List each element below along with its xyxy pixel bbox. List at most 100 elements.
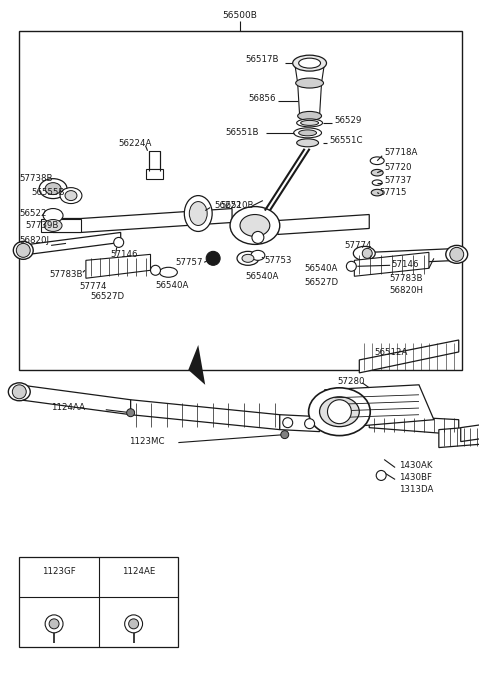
Polygon shape [19,385,131,415]
Text: 56551B: 56551B [225,128,259,137]
Circle shape [127,409,134,417]
Ellipse shape [43,209,63,222]
Ellipse shape [446,246,468,263]
Circle shape [114,237,124,248]
Ellipse shape [251,250,265,261]
Text: 56529: 56529 [335,117,362,125]
Circle shape [49,619,59,629]
Polygon shape [148,151,160,168]
Ellipse shape [371,169,383,176]
Circle shape [206,252,220,265]
Polygon shape [369,248,459,265]
Circle shape [305,419,314,429]
Ellipse shape [300,121,319,125]
Ellipse shape [293,55,326,71]
Ellipse shape [230,207,280,244]
Ellipse shape [39,179,67,198]
Text: 56555B: 56555B [31,188,65,197]
Text: 57280: 57280 [337,377,365,386]
Text: 57146: 57146 [111,250,138,259]
Text: 56820J: 56820J [19,236,49,245]
Text: 56512A: 56512A [374,349,408,357]
Text: 56540A: 56540A [156,281,189,290]
Text: 56522: 56522 [19,209,47,218]
Polygon shape [21,233,120,255]
Polygon shape [188,345,205,385]
Text: 57738B: 57738B [19,174,53,183]
Ellipse shape [237,252,259,265]
Circle shape [281,430,288,439]
Circle shape [252,231,264,243]
Text: 57783B: 57783B [389,273,422,283]
Polygon shape [324,385,434,428]
Text: 57757: 57757 [175,258,203,267]
Ellipse shape [299,130,316,136]
Circle shape [12,385,26,399]
Text: 56510B: 56510B [220,201,253,210]
Ellipse shape [371,190,383,196]
Polygon shape [278,215,369,235]
Ellipse shape [159,267,178,278]
Text: 1124AA: 1124AA [51,403,85,412]
Polygon shape [86,254,151,278]
Text: 57783B: 57783B [49,270,83,279]
Bar [19,557,179,647]
Ellipse shape [13,241,33,259]
Circle shape [450,248,464,261]
Text: 56500B: 56500B [223,11,257,20]
Text: 56551C: 56551C [329,136,363,145]
Ellipse shape [372,180,382,186]
Text: 56527D: 56527D [305,278,339,286]
Ellipse shape [65,190,77,201]
Text: 56540A: 56540A [245,271,278,281]
Ellipse shape [44,220,62,231]
Ellipse shape [45,183,61,194]
Circle shape [327,400,351,424]
Ellipse shape [60,188,82,203]
Text: 56224A: 56224A [119,139,152,148]
Ellipse shape [297,119,323,127]
Text: 1430AK: 1430AK [399,461,432,470]
Ellipse shape [353,246,375,261]
Text: 56527D: 56527D [91,292,125,301]
Text: 56222: 56222 [214,201,241,210]
Text: 57720: 57720 [384,163,412,173]
Bar [19,31,462,370]
Polygon shape [41,218,81,233]
Ellipse shape [320,397,360,427]
Ellipse shape [297,139,319,147]
Ellipse shape [296,78,324,88]
Text: 57146: 57146 [391,260,419,269]
Text: 57718A: 57718A [384,148,418,158]
Polygon shape [439,426,480,447]
Ellipse shape [298,111,322,121]
Polygon shape [280,415,320,432]
Text: 57715: 57715 [379,188,407,197]
Ellipse shape [240,215,270,237]
Ellipse shape [189,202,207,226]
Circle shape [347,261,356,271]
Polygon shape [295,63,324,83]
Polygon shape [360,340,459,373]
Circle shape [129,619,139,629]
Text: 57737: 57737 [384,176,412,185]
Text: 56517B: 56517B [245,55,278,63]
Polygon shape [461,424,480,441]
Circle shape [125,615,143,633]
Circle shape [45,615,63,633]
Circle shape [151,265,160,276]
Text: 1430BF: 1430BF [399,473,432,482]
Ellipse shape [309,388,370,436]
Text: 57774: 57774 [79,282,107,291]
Text: 57774: 57774 [344,241,372,250]
Text: 1123MC: 1123MC [129,437,164,446]
Text: 1123GF: 1123GF [42,567,76,576]
Polygon shape [53,209,232,233]
Polygon shape [131,400,280,430]
Polygon shape [298,83,322,116]
Ellipse shape [8,383,30,401]
Text: 56540A: 56540A [305,264,338,273]
Text: 57753: 57753 [265,256,292,265]
Circle shape [283,417,293,428]
Ellipse shape [299,58,321,68]
